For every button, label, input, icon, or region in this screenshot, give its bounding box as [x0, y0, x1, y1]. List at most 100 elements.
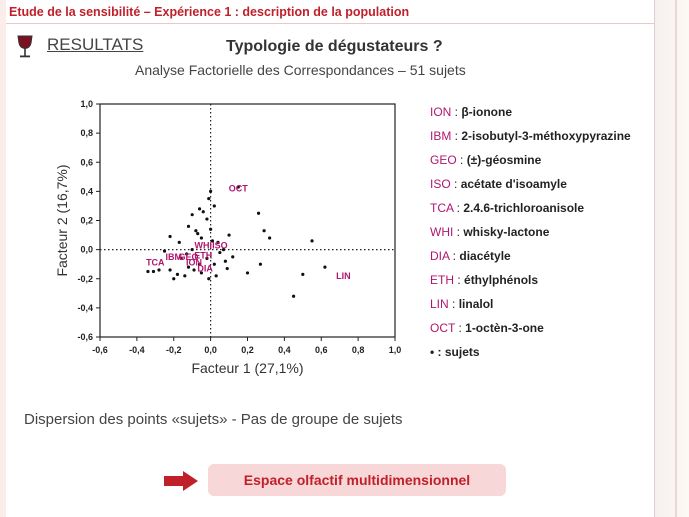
legend-code: GEO — [430, 153, 457, 167]
odor-label-dia: DIA — [197, 264, 213, 274]
legend-separator: : — [451, 129, 462, 143]
odor-label-iso: ISO — [212, 240, 228, 250]
legend-separator: : — [455, 321, 466, 335]
legend-description: 2-isobutyl-3-méthoxypyrazine — [461, 129, 631, 143]
subject-point — [212, 204, 216, 208]
legend-separator: : — [456, 153, 467, 167]
y-tick-label: -0,2 — [77, 274, 93, 284]
subject-point — [175, 272, 180, 276]
subject-point — [236, 185, 240, 189]
subject-point — [190, 248, 194, 252]
legend-item-oct: OCT : 1-octèn-3-one — [430, 319, 631, 343]
legend-description: (±)-géosmine — [466, 153, 542, 167]
legend-item-iso: ISO : acétate d'isoamyle — [430, 175, 631, 199]
legend-separator: : — [451, 105, 462, 119]
legend-description: acétate d'isoamyle — [460, 177, 567, 191]
x-tick-label: 0,8 — [352, 345, 365, 355]
legend-item-whi: WHI : whisky-lactone — [430, 223, 631, 247]
subject-point — [225, 266, 229, 271]
subject-point — [201, 210, 205, 214]
legend-description: 1-octèn-3-one — [465, 321, 544, 335]
subject-point — [310, 239, 314, 243]
right-arrow-icon — [164, 471, 198, 491]
legend-code: ISO — [430, 177, 451, 191]
subject-point — [212, 262, 216, 266]
legend-separator: : — [453, 225, 464, 239]
y-tick-label: 0,8 — [80, 128, 93, 138]
legend-code: ION — [430, 105, 452, 119]
legend-item-subjects: • : sujets — [430, 343, 631, 367]
odor-legend: ION : β-ionone IBM : 2-isobutyl-3-méthoxy… — [430, 103, 631, 367]
subject-point — [194, 229, 198, 233]
subject-point — [172, 277, 176, 281]
conclusion-text: Espace olfactif multidimensionnel — [243, 472, 471, 488]
subject-point — [216, 240, 220, 244]
legend-separator: : — [448, 297, 459, 311]
x-tick-label: -0,2 — [166, 345, 182, 355]
dispersion-text: Dispersion des points «sujets» - Pas de … — [24, 411, 403, 428]
x-tick-label: -0,4 — [129, 345, 145, 355]
legend-code: ETH — [430, 273, 454, 287]
subject-point — [199, 236, 204, 240]
header-title: Etude de la sensibilité – Expérience 1 :… — [9, 5, 410, 19]
subject-point — [177, 240, 181, 244]
subject-point — [157, 268, 161, 272]
y-axis-label: Facteur 2 (16,7%) — [54, 164, 70, 276]
subject-point — [221, 248, 226, 252]
x-tick-label: 1,0 — [389, 345, 402, 355]
legend-code: IBM — [430, 129, 452, 143]
legend-item-tca: TCA : 2.4.6-trichloroanisole — [430, 199, 631, 223]
odor-label-eth: ETH — [194, 250, 212, 260]
subject-point — [209, 227, 213, 231]
legend-description: 2.4.6-trichloroanisole — [463, 201, 585, 215]
legend-description: linalol — [458, 297, 494, 311]
subject-point — [223, 259, 227, 263]
window-edge — [654, 0, 689, 517]
subject-point — [151, 269, 156, 274]
legend-code: TCA — [430, 201, 454, 215]
y-tick-label: 0,0 — [80, 245, 93, 255]
subject-point — [162, 249, 167, 253]
subject-point — [231, 255, 235, 259]
x-tick-label: -0,6 — [92, 345, 108, 355]
odor-label-lin: LIN — [336, 271, 351, 281]
subject-point — [214, 274, 218, 278]
legend-description: diacétyle — [459, 249, 511, 263]
subject-point — [323, 265, 327, 269]
y-tick-label: 0,2 — [80, 216, 93, 226]
subject-point — [227, 233, 231, 237]
subject-point — [186, 224, 191, 228]
subject-point — [291, 294, 296, 298]
odor-label-tca: TCA — [146, 258, 165, 268]
legend-description: β-ionone — [461, 105, 513, 119]
section-label: RESULTATS — [47, 35, 144, 54]
subject-point — [258, 262, 263, 266]
subject-point — [190, 213, 194, 217]
plot-frame — [99, 103, 396, 338]
subject-point — [207, 277, 211, 281]
odor-label-oct: OCT — [229, 183, 249, 193]
legend-separator: : — [454, 273, 465, 287]
subject-point — [209, 189, 213, 193]
y-tick-label: -0,6 — [77, 332, 93, 342]
y-tick-label: 0,6 — [80, 157, 93, 167]
legend-item-geo: GEO : (±)-géosmine — [430, 151, 631, 175]
subject-point — [183, 274, 187, 278]
odor-label-ibm: IBM — [166, 252, 183, 262]
y-tick-label: 0,4 — [80, 186, 93, 196]
legend-separator: : — [450, 177, 461, 191]
legend-code: LIN — [430, 297, 449, 311]
legend-separator: : — [453, 201, 464, 215]
subject-point — [168, 268, 172, 272]
subject-point — [207, 197, 211, 201]
legend-item-ibm: IBM : 2-isobutyl-3-méthoxypyrazine — [430, 127, 631, 151]
subject-point — [146, 269, 150, 274]
x-tick-label: 0,4 — [278, 345, 291, 355]
subject-point — [218, 250, 222, 255]
legend-code: OCT — [430, 321, 456, 335]
afc-scatter-chart: -0,6 -0,4 -0,2 0,0 0,2 0,4 0,6 0,8 1,0 1,0 0,8 0,6 0… — [54, 99, 402, 376]
subject-point — [301, 272, 305, 276]
wine-glass-icon — [17, 35, 33, 58]
x-tick-label: 0,2 — [241, 345, 254, 355]
page-subtitle: Analyse Factorielle des Correspondances … — [135, 62, 466, 78]
